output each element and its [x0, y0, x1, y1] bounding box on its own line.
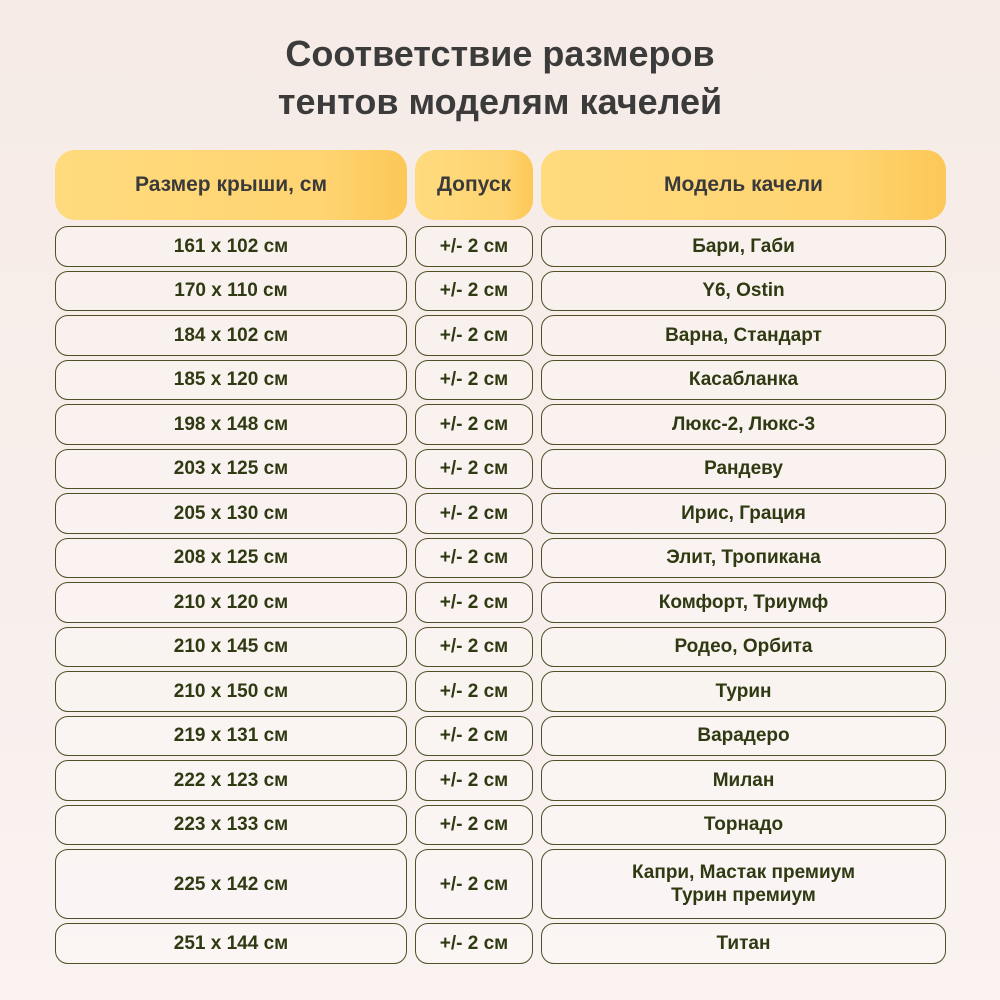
model-cell: Торнадо: [541, 804, 946, 845]
tolerance-cell: +/- 2 см: [415, 849, 533, 919]
model-cell: Варадеро: [541, 715, 946, 756]
model-name: Варадеро: [697, 725, 790, 747]
size-cell: 219 x 131 см: [55, 715, 407, 756]
model-cell: Милан: [541, 760, 946, 801]
size-cell: 210 x 150 см: [55, 671, 407, 712]
model-name: Титан: [716, 932, 771, 954]
table-row: 222 x 123 см +/- 2 см Милан: [55, 760, 946, 801]
model-name: Милан: [712, 769, 775, 791]
tolerance-cell: +/- 2 см: [415, 315, 533, 356]
model-cell: Люкс-2, Люкс-3: [541, 404, 946, 445]
table-row: 223 x 133 см +/- 2 см Торнадо: [55, 804, 946, 845]
header-swing-model: Модель качели: [541, 150, 946, 220]
tolerance-cell: +/- 2 см: [415, 404, 533, 445]
model-cell: Комфорт, Триумф: [541, 582, 946, 623]
page-title: Соответствие размеров тентов моделям кач…: [0, 30, 1000, 126]
table-row: 208 x 125 см +/- 2 см Элит, Тропикана: [55, 537, 946, 578]
size-cell: 161 x 102 см: [55, 226, 407, 267]
header-tolerance: Допуск: [415, 150, 533, 220]
size-cell: 170 x 110 см: [55, 270, 407, 311]
model-cell: Ирис, Грация: [541, 493, 946, 534]
table-row: 184 x 102 см +/- 2 см Варна, Стандарт: [55, 315, 946, 356]
model-name: Варна, Стандарт: [665, 324, 822, 346]
tolerance-cell: +/- 2 см: [415, 671, 533, 712]
size-cell: 205 x 130 см: [55, 493, 407, 534]
size-cell: 222 x 123 см: [55, 760, 407, 801]
table-header: Размер крыши, см Допуск Модель качели: [55, 150, 946, 220]
model-cell: Титан: [541, 923, 946, 964]
model-name: Турин: [715, 680, 772, 702]
header-roof-size: Размер крыши, см: [55, 150, 407, 220]
size-cell: 210 x 145 см: [55, 626, 407, 667]
model-cell: Капри, Мастак премиум Турин премиум: [541, 849, 946, 919]
table-row: 210 x 120 см +/- 2 см Комфорт, Триумф: [55, 582, 946, 623]
model-cell: Рандеву: [541, 448, 946, 489]
table-row: 185 x 120 см +/- 2 см Касабланка: [55, 359, 946, 400]
model-name: Рандеву: [704, 458, 783, 480]
model-cell: Бари, Габи: [541, 226, 946, 267]
size-cell: 225 x 142 см: [55, 849, 407, 919]
tolerance-cell: +/- 2 см: [415, 226, 533, 267]
size-cell: 251 x 144 см: [55, 923, 407, 964]
tolerance-cell: +/- 2 см: [415, 493, 533, 534]
size-cell: 210 x 120 см: [55, 582, 407, 623]
model-cell: Y6, Ostin: [541, 270, 946, 311]
model-name: Люкс-2, Люкс-3: [671, 413, 816, 435]
size-cell: 198 x 148 см: [55, 404, 407, 445]
table-row: 170 x 110 см +/- 2 см Y6, Ostin: [55, 270, 946, 311]
size-cell: 223 x 133 см: [55, 804, 407, 845]
tolerance-cell: +/- 2 см: [415, 804, 533, 845]
model-cell: Родео, Орбита: [541, 626, 946, 667]
table-row: 225 x 142 см +/- 2 см Капри, Мастак премиу…: [55, 849, 946, 919]
size-table: Размер крыши, см Допуск Модель качели 16…: [55, 150, 946, 964]
tolerance-cell: +/- 2 см: [415, 448, 533, 489]
title-line-2: тентов моделям качелей: [277, 81, 723, 122]
table-row: 210 x 145 см +/- 2 см Родео, Орбита: [55, 626, 946, 667]
table-row: 219 x 131 см +/- 2 см Варадеро: [55, 715, 946, 756]
model-cell: Варна, Стандарт: [541, 315, 946, 356]
model-name: Комфорт, Триумф: [658, 591, 829, 613]
tolerance-cell: +/- 2 см: [415, 270, 533, 311]
size-cell: 208 x 125 см: [55, 537, 407, 578]
size-cell: 184 x 102 см: [55, 315, 407, 356]
table-row: 251 x 144 см +/- 2 см Титан: [55, 923, 946, 964]
tolerance-cell: +/- 2 см: [415, 923, 533, 964]
tolerance-cell: +/- 2 см: [415, 715, 533, 756]
tolerance-cell: +/- 2 см: [415, 537, 533, 578]
model-name: Ирис, Грация: [681, 502, 806, 524]
title-line-1: Соответствие размеров: [285, 33, 715, 74]
model-name: Родео, Орбита: [674, 636, 813, 658]
size-cell: 185 x 120 см: [55, 359, 407, 400]
table-row: 161 x 102 см +/- 2 см Бари, Габи: [55, 226, 946, 267]
tolerance-cell: +/- 2 см: [415, 582, 533, 623]
model-cell: Турин: [541, 671, 946, 712]
model-name: Турин премиум: [671, 885, 816, 906]
table-body: 161 x 102 см +/- 2 см Бари, Габи 170 x 110 …: [55, 226, 946, 964]
tolerance-cell: +/- 2 см: [415, 359, 533, 400]
table-row: 210 x 150 см +/- 2 см Турин: [55, 671, 946, 712]
table-row: 203 x 125 см +/- 2 см Рандеву: [55, 448, 946, 489]
model-name: Капри, Мастак премиум: [631, 862, 856, 883]
model-name: Торнадо: [703, 814, 784, 836]
table-row: 198 x 148 см +/- 2 см Люкс-2, Люкс-3: [55, 404, 946, 445]
model-cell: Касабланка: [541, 359, 946, 400]
model-name: Элит, Тропикана: [666, 547, 821, 569]
tolerance-cell: +/- 2 см: [415, 760, 533, 801]
model-name: Y6, Ostin: [702, 280, 785, 302]
model-name: Бари, Габи: [692, 235, 795, 257]
table-row: 205 x 130 см +/- 2 см Ирис, Грация: [55, 493, 946, 534]
model-name: Касабланка: [688, 369, 799, 391]
tolerance-cell: +/- 2 см: [415, 626, 533, 667]
size-cell: 203 x 125 см: [55, 448, 407, 489]
model-cell: Элит, Тропикана: [541, 537, 946, 578]
